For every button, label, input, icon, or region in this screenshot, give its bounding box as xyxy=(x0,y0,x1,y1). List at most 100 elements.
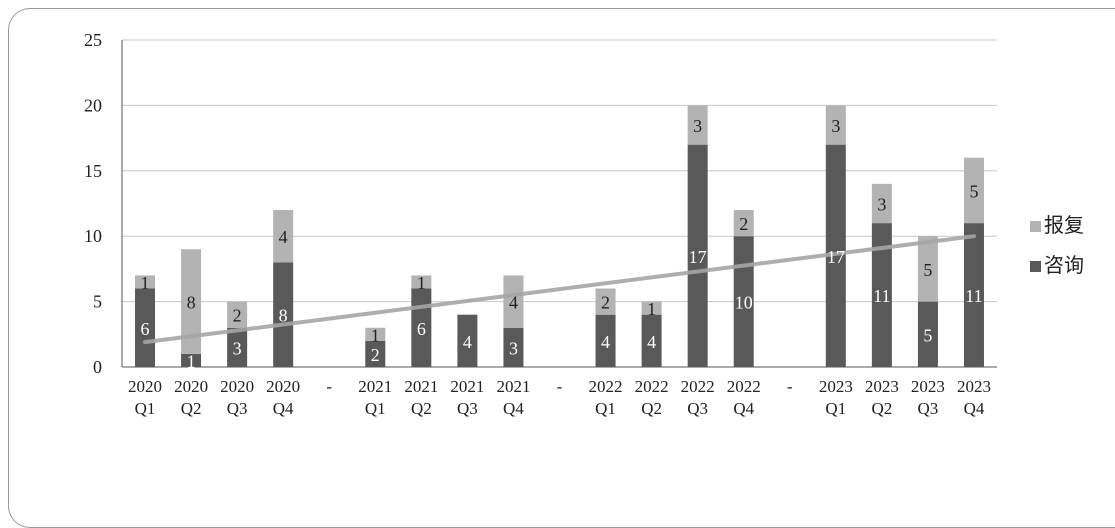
x-category-label: 2020 xyxy=(266,377,300,396)
bar-segment xyxy=(503,275,524,328)
bar-value-label: 1 xyxy=(371,325,380,345)
bar-value-label: 2 xyxy=(371,345,380,365)
bar-segment xyxy=(963,157,984,224)
bar-value-label: 3 xyxy=(233,338,242,358)
y-tick-label: 25 xyxy=(84,30,102,50)
bar-segment xyxy=(595,288,616,315)
bar-value-label: 4 xyxy=(509,293,518,313)
bar-value-label: 4 xyxy=(601,332,610,352)
x-category-label: 2020 xyxy=(128,377,162,396)
x-category-label: 2020 xyxy=(174,377,208,396)
x-category-quarter-label: Q4 xyxy=(733,399,754,418)
bar-value-label: 4 xyxy=(647,332,656,352)
y-tick-label: 20 xyxy=(84,95,102,115)
bar-value-label: 4 xyxy=(463,332,472,352)
bar-value-label: 5 xyxy=(969,181,978,201)
x-category-label: - xyxy=(326,377,332,396)
x-category-label: - xyxy=(787,377,793,396)
legend-label: 咨询 xyxy=(1044,254,1084,277)
bar-segment xyxy=(641,314,662,367)
bar-segment xyxy=(273,210,294,263)
bar-segment xyxy=(365,327,386,341)
bar-segment xyxy=(411,275,432,289)
y-tick-label: 5 xyxy=(93,292,102,312)
bar-segment xyxy=(687,105,708,145)
legend-swatch xyxy=(1030,221,1041,232)
bar-value-label: 3 xyxy=(877,195,886,215)
bar-segment xyxy=(273,262,294,367)
bar-value-label: 6 xyxy=(141,319,150,339)
bar-segment xyxy=(825,105,846,145)
bar-value-label: 10 xyxy=(735,293,753,313)
bar-segment xyxy=(917,301,938,367)
bar-segment xyxy=(457,314,478,367)
bar-value-label: 2 xyxy=(739,214,748,234)
x-category-quarter-label: Q4 xyxy=(503,399,524,418)
x-category-label: 2022 xyxy=(727,377,761,396)
x-category-label: 2020 xyxy=(220,377,254,396)
bars xyxy=(135,105,984,367)
bar-value-label: 17 xyxy=(689,247,707,267)
bar-segment xyxy=(227,327,248,367)
bar-segment xyxy=(733,236,754,367)
x-category-label: 2021 xyxy=(358,377,392,396)
x-category-quarter-label: Q2 xyxy=(871,399,892,418)
x-category-label: 2021 xyxy=(496,377,530,396)
x-category-quarter-label: Q3 xyxy=(918,399,939,418)
bar-value-label: 3 xyxy=(693,116,702,136)
x-category-label: 2023 xyxy=(957,377,991,396)
x-category-label: 2022 xyxy=(635,377,669,396)
bar-value-label: 11 xyxy=(965,286,982,306)
y-tick-label: 0 xyxy=(93,357,102,377)
x-category-quarter-label: Q2 xyxy=(411,399,432,418)
y-tick-label: 10 xyxy=(84,226,102,246)
x-category-label: 2022 xyxy=(681,377,715,396)
bar-segment xyxy=(871,183,892,224)
bar-value-label: 6 xyxy=(417,319,426,339)
x-category-quarter-label: Q1 xyxy=(365,399,386,418)
x-category-quarter-label: Q4 xyxy=(273,399,294,418)
bar-segment xyxy=(181,353,202,367)
x-category-label: 2022 xyxy=(589,377,623,396)
x-category-label: 2021 xyxy=(404,377,438,396)
x-category-label: 2023 xyxy=(911,377,945,396)
bar-value-label: 5 xyxy=(923,260,932,280)
bar-value-label: 17 xyxy=(827,247,845,267)
x-category-quarter-label: Q1 xyxy=(825,399,846,418)
x-category-quarter-label: Q2 xyxy=(641,399,662,418)
bar-value-label: 8 xyxy=(187,293,196,313)
bar-value-label: 4 xyxy=(279,227,288,247)
bar-segment xyxy=(687,144,708,367)
bar-value-label: 3 xyxy=(831,116,840,136)
bar-segment xyxy=(365,340,386,367)
x-category-quarter-label: Q3 xyxy=(687,399,708,418)
x-category-quarter-label: Q2 xyxy=(181,399,202,418)
x-category-quarter-label: Q3 xyxy=(227,399,248,418)
bar-segment xyxy=(135,275,156,289)
bar-segment xyxy=(135,288,156,367)
bar-value-label: 5 xyxy=(923,325,932,345)
bar-value-label: 11 xyxy=(873,286,890,306)
legend-label: 报复 xyxy=(1044,214,1084,237)
x-category-quarter-label: Q3 xyxy=(457,399,478,418)
x-category-label: 2021 xyxy=(450,377,484,396)
x-category-label: 2023 xyxy=(819,377,853,396)
bar-segment xyxy=(227,301,248,328)
y-tick-label: 15 xyxy=(84,161,102,181)
x-category-label: - xyxy=(557,377,563,396)
x-category-quarter-label: Q1 xyxy=(595,399,616,418)
bar-value-label: 1 xyxy=(187,351,196,371)
bar-segment xyxy=(963,223,984,367)
bar-value-label: 8 xyxy=(279,306,288,326)
bar-value-label: 1 xyxy=(647,299,656,319)
bar-segment xyxy=(595,314,616,367)
bar-segment xyxy=(871,223,892,367)
trendline-layer xyxy=(143,234,976,345)
bar-segment xyxy=(181,249,202,354)
gridlines xyxy=(122,39,997,303)
x-category-label: 2023 xyxy=(865,377,899,396)
